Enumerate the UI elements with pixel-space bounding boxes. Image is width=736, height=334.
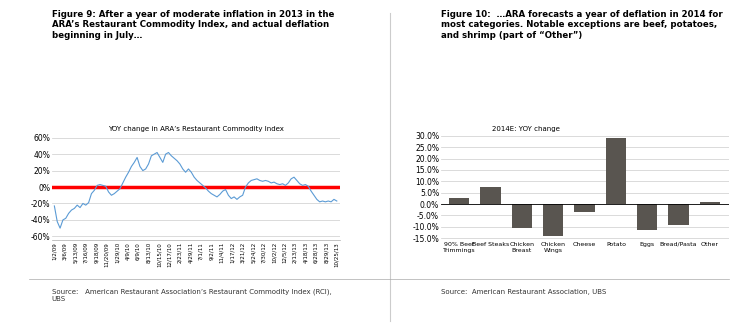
Text: Figure 9: After a year of moderate inflation in 2013 in the
ARA’s Restaurant Com: Figure 9: After a year of moderate infla… [52, 10, 334, 40]
Text: Source:   American Restaurant Association’s Restaurant Commodity Index (RCI),
UB: Source: American Restaurant Association’… [52, 289, 331, 302]
Bar [512, 204, 532, 228]
Text: Source:  American Restaurant Association, UBS: Source: American Restaurant Association,… [441, 289, 606, 295]
Bar [668, 204, 689, 224]
Bar [637, 204, 657, 230]
Bar [543, 204, 564, 236]
Bar [449, 198, 470, 204]
Bar [606, 138, 626, 204]
Bar [481, 187, 500, 204]
Bar [700, 202, 720, 204]
Bar [574, 204, 595, 212]
Text: 2014E: YOY change: 2014E: YOY change [492, 126, 560, 132]
Title: YOY change in ARA’s Restaurant Commodity Index: YOY change in ARA’s Restaurant Commodity… [107, 126, 283, 132]
Text: Figure 10:  …ARA forecasts a year of deflation in 2014 for
most categories. Nota: Figure 10: …ARA forecasts a year of defl… [441, 10, 722, 40]
